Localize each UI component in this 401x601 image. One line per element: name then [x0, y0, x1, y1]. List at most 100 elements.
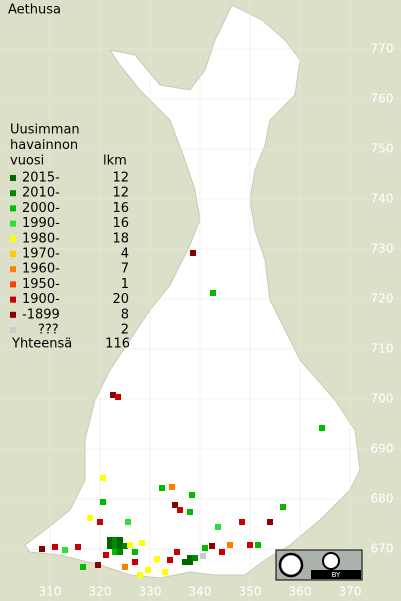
- legend-count: 12: [112, 171, 129, 186]
- y-tick-label: 670: [371, 542, 394, 556]
- observation: [239, 519, 245, 525]
- observation: [115, 394, 121, 400]
- legend-label: ???: [38, 323, 59, 338]
- x-tick-label: 360: [289, 585, 312, 599]
- x-tick-label: 350: [239, 585, 262, 599]
- observation: [174, 549, 180, 555]
- legend-label: 2000-: [22, 201, 60, 216]
- observation: [215, 524, 221, 530]
- observation: [182, 559, 188, 565]
- legend-label: 2015-: [22, 171, 60, 186]
- observation: [227, 542, 233, 548]
- observation: [117, 549, 123, 555]
- legend-count: 1: [121, 277, 129, 292]
- legend-count: 4: [121, 247, 129, 262]
- x-tick-label: 370: [339, 585, 362, 599]
- observation: [167, 557, 173, 563]
- observation: [219, 549, 225, 555]
- observation: [107, 543, 113, 549]
- total-count: 116: [105, 337, 130, 352]
- observation: [39, 546, 45, 552]
- legend-count: 2: [121, 323, 129, 338]
- observation: [100, 499, 106, 505]
- legend-swatch: [10, 266, 16, 273]
- observation: [112, 549, 118, 555]
- observation: [159, 485, 165, 491]
- observation: [132, 559, 138, 565]
- observation: [107, 537, 113, 543]
- observation: [267, 519, 273, 525]
- observation: [200, 553, 206, 559]
- observation: [112, 543, 118, 549]
- legend-header: vuosi: [10, 154, 44, 169]
- legend-count: 20: [112, 292, 129, 307]
- observation: [137, 572, 143, 578]
- observation: [112, 537, 118, 543]
- observation: [122, 564, 128, 570]
- legend-count: 7: [121, 262, 129, 277]
- y-tick-label: 770: [371, 42, 394, 56]
- observation: [209, 543, 215, 549]
- total-label: Yhteensä: [11, 337, 72, 352]
- x-tick-label: 310: [39, 585, 62, 599]
- legend-swatch: [10, 220, 16, 227]
- legend-header: havainnon: [10, 138, 78, 153]
- legend-swatch: [10, 190, 16, 197]
- legend-label: 1960-: [22, 262, 60, 277]
- observation: [187, 509, 193, 515]
- legend-swatch: [10, 175, 16, 181]
- legend-count: 16: [112, 216, 129, 231]
- observation: [62, 547, 68, 553]
- observation: [122, 543, 128, 549]
- legend-swatch: [10, 327, 16, 333]
- observation: [187, 559, 193, 565]
- y-tick-label: 750: [371, 142, 394, 156]
- observation: [95, 562, 101, 568]
- observation: [192, 555, 198, 561]
- legend-count: 16: [112, 201, 129, 216]
- y-tick-label: 730: [371, 242, 394, 256]
- x-tick-label: 330: [139, 585, 162, 599]
- observation: [127, 542, 133, 548]
- y-tick-label: 710: [371, 342, 394, 356]
- y-tick-label: 760: [371, 92, 394, 106]
- legend-count: 18: [112, 231, 129, 246]
- legend-swatch: [10, 205, 16, 212]
- legend-label: 1900-: [22, 292, 60, 307]
- observation: [117, 537, 123, 543]
- observation: [145, 567, 151, 573]
- x-tick-label: 320: [89, 585, 112, 599]
- x-tick-label: 340: [189, 585, 212, 599]
- observation: [110, 392, 116, 398]
- observation: [177, 507, 183, 513]
- observation: [154, 556, 160, 562]
- legend-count: 12: [112, 186, 129, 201]
- y-tick-label: 680: [371, 492, 394, 506]
- legend-count: 8: [121, 307, 129, 322]
- legend-label: 1990-: [22, 216, 60, 231]
- observation: [100, 475, 106, 481]
- y-tick-label: 740: [371, 192, 394, 206]
- legend-swatch: [10, 296, 16, 303]
- observation: [169, 484, 175, 490]
- legend-label: 1970-: [22, 247, 60, 262]
- legend-swatch: [10, 251, 16, 257]
- observation: [97, 519, 103, 525]
- y-tick-label: 700: [371, 392, 394, 406]
- observation: [139, 540, 145, 546]
- legend-swatch: [10, 235, 16, 242]
- observation: [132, 549, 138, 555]
- badge-text: BY: [332, 571, 341, 579]
- observation: [202, 545, 208, 551]
- legend-label: 1950-: [22, 277, 60, 292]
- observation: [117, 543, 123, 549]
- observation: [210, 290, 216, 296]
- observation: [255, 542, 261, 548]
- observation: [187, 555, 193, 561]
- observation: [319, 425, 325, 431]
- observation: [280, 504, 286, 510]
- legend-label: 2010-: [22, 186, 60, 201]
- observation: [247, 542, 253, 548]
- legend-swatch: [10, 311, 16, 318]
